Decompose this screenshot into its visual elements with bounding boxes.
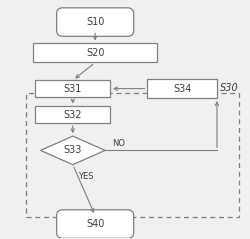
Text: S31: S31: [64, 84, 82, 94]
Text: YES: YES: [78, 172, 93, 181]
FancyBboxPatch shape: [57, 8, 134, 36]
Text: S34: S34: [173, 84, 191, 94]
FancyBboxPatch shape: [148, 79, 217, 98]
Polygon shape: [40, 136, 105, 165]
Text: S20: S20: [86, 48, 104, 58]
Text: S30: S30: [220, 83, 238, 93]
Text: S40: S40: [86, 219, 104, 229]
FancyBboxPatch shape: [36, 106, 110, 123]
Text: S33: S33: [64, 145, 82, 155]
Text: S32: S32: [64, 110, 82, 120]
FancyBboxPatch shape: [36, 80, 110, 97]
Text: NO: NO: [112, 139, 126, 148]
Text: S10: S10: [86, 17, 104, 27]
FancyBboxPatch shape: [33, 43, 157, 62]
FancyBboxPatch shape: [57, 210, 134, 238]
